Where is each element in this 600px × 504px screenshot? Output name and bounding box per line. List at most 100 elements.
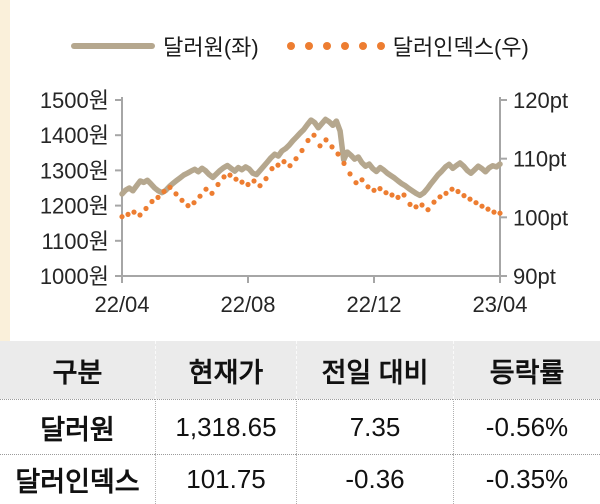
dollar-won-current-price: 1,318.65: [155, 399, 296, 454]
dollar-index-day-change: -0.36: [296, 454, 453, 504]
series-dot-dollar-index: [377, 186, 383, 192]
series-dot-dollar-index: [269, 166, 275, 172]
series-dot-dollar-index: [389, 192, 395, 198]
series-dot-dollar-index: [401, 192, 407, 198]
series-dot-dollar-index: [137, 212, 143, 218]
series-dot-dollar-index: [131, 209, 137, 215]
y-left-tick-label: 1200원: [40, 194, 109, 219]
dots-swatch-icon: [286, 42, 385, 50]
legend-label-dollar-index: 달러인덱스(우): [392, 35, 529, 60]
series-dot-dollar-index: [335, 151, 341, 157]
series-dot-dollar-index: [299, 147, 305, 154]
chart-axes: [121, 97, 501, 277]
series-dot-dollar-index: [371, 187, 377, 193]
series-dot-dollar-index: [209, 190, 215, 196]
series-dot-dollar-index: [317, 143, 323, 149]
line-swatch-icon: [71, 43, 156, 49]
y-left-tick-label: 1400원: [40, 123, 109, 148]
series-dot-dollar-index: [305, 137, 311, 144]
series-dot-dollar-index: [281, 159, 287, 165]
series-dot-dollar-index: [497, 210, 503, 216]
dollar-index-change-rate: -0.35%: [453, 454, 600, 504]
series-dot-dollar-index: [353, 180, 359, 186]
series-dot-dollar-index: [251, 178, 257, 184]
series-dot-dollar-index: [479, 203, 485, 209]
series-dot-dollar-index: [179, 197, 185, 203]
series-dot-dollar-index: [149, 198, 155, 205]
y-left-tick-label: 1000원: [40, 264, 109, 289]
dollar-won-day-change: 7.35: [296, 399, 453, 454]
series-dot-dollar-index: [359, 177, 365, 183]
series-dot-dollar-index: [233, 176, 239, 182]
series-dot-dollar-index: [383, 190, 389, 196]
chart-legend: 달러원(좌) 달러인덱스(우): [0, 30, 600, 62]
series-dot-dollar-index: [257, 183, 263, 189]
legend-label-dollar-won: 달러원(좌): [163, 35, 259, 60]
series-dot-dollar-index: [347, 171, 353, 177]
series-dot-dollar-index: [197, 193, 203, 199]
series-dot-dollar-index: [431, 199, 437, 205]
dollar-index-current-price: 101.75: [155, 454, 296, 504]
row-label-dollar-won: 달러원: [0, 399, 155, 454]
dollar-won-change-rate: -0.56%: [453, 399, 600, 454]
legend-item-dollar-index: 달러인덱스(우): [286, 30, 529, 62]
y-right-tick-label: 110pt: [513, 147, 566, 172]
series-line-dollar-won: [119, 116, 503, 199]
series-dot-dollar-index: [275, 162, 281, 168]
series-dot-dollar-index: [173, 191, 179, 197]
y-right-tick-label: 100pt: [513, 205, 568, 230]
x-tick-label: 22/04: [94, 292, 149, 317]
series-dot-dollar-index: [245, 181, 251, 188]
series-dot-dollar-index: [203, 186, 209, 192]
series-dot-dollar-index: [485, 206, 491, 212]
series-dot-dollar-index: [167, 184, 173, 190]
series-dot-dollar-index: [329, 144, 335, 150]
series-dot-dollar-index: [437, 194, 443, 200]
series-dot-dollar-index: [293, 156, 299, 162]
header-current-price: 현재가: [155, 341, 296, 399]
dual-axis-line-chart: 1500원 1400원 1300원 1200원 1100원 1000원 120pt 110pt…: [40, 88, 568, 317]
series-dot-dollar-index: [491, 209, 497, 215]
y-right-tick-label: 90pt: [513, 264, 556, 289]
series-dot-dollar-index: [215, 181, 221, 188]
series-dot-dollar-index: [443, 190, 449, 196]
y-left-tick-label: 1100원: [41, 229, 109, 254]
series-dot-dollar-index: [263, 176, 269, 182]
series-dot-dollar-index: [425, 207, 431, 213]
series-dot-dollar-index: [185, 203, 191, 209]
left-accent-strip: [0, 0, 10, 341]
series-dot-dollar-index: [143, 205, 149, 212]
series-dot-dollar-index: [365, 184, 371, 190]
series-dot-dollar-index: [473, 200, 479, 206]
series-dot-dollar-index: [413, 204, 419, 210]
y-left-tick-label: 1300원: [40, 158, 109, 183]
y-right-tick-label: 120pt: [513, 88, 568, 113]
series-dot-dollar-index: [467, 196, 473, 202]
series-dot-dollar-index: [311, 132, 317, 138]
row-label-dollar-index: 달러인덱스: [0, 454, 155, 504]
series-dot-dollar-index: [125, 211, 131, 217]
header-change-rate: 등락률: [453, 341, 600, 399]
series-dot-dollar-index: [419, 202, 425, 208]
series-dot-dollar-index: [239, 179, 245, 185]
quote-table: 구분 현재가 전일 대비 등락률 달러원 1,318.65 7.35 -0.56…: [0, 341, 600, 504]
series-dot-dollar-index: [221, 174, 227, 180]
series-dot-dollar-index: [155, 194, 161, 200]
y-left-tick-label: 1500원: [40, 88, 109, 113]
series-dot-dollar-index: [323, 137, 329, 143]
legend-item-dollar-won: 달러원(좌): [71, 30, 259, 62]
series-dot-dollar-index: [395, 194, 401, 200]
x-tick-label: 22/12: [346, 292, 401, 317]
series-dot-dollar-index: [455, 188, 461, 195]
series-dot-dollar-index: [461, 193, 467, 199]
x-tick-label: 22/08: [220, 292, 275, 317]
header-day-change: 전일 대비: [296, 341, 453, 399]
series-dot-dollar-index: [119, 214, 125, 220]
series-dot-dollar-index: [191, 200, 197, 206]
series-dot-dollar-index: [407, 201, 413, 207]
series-dot-dollar-index: [341, 160, 347, 166]
x-tick-label: 23/04: [472, 292, 527, 317]
series-dot-dollar-index: [287, 163, 293, 169]
series-dot-dollar-index: [227, 172, 233, 178]
